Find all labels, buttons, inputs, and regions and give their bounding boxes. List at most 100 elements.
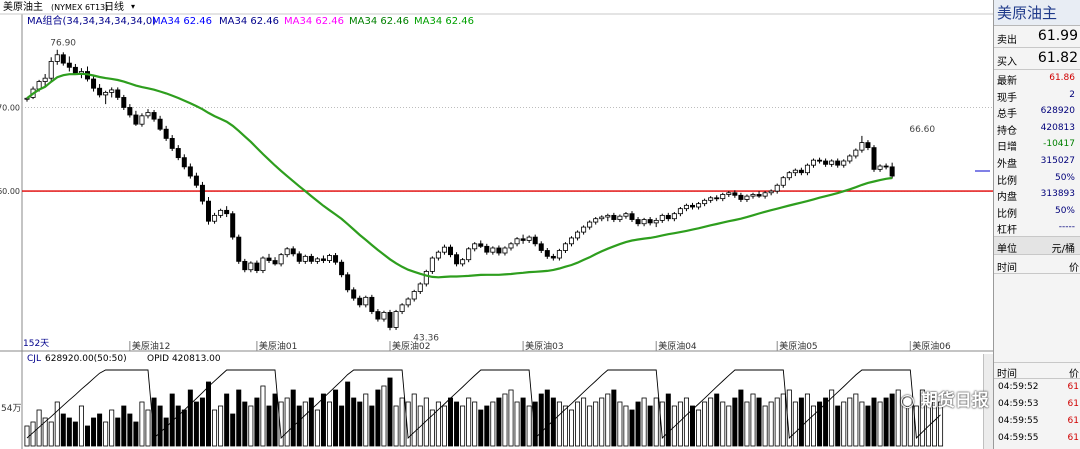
volume-bar [133,421,139,447]
volume-bar [683,397,689,447]
candle [363,295,369,308]
volume-bar [750,393,756,447]
volume-bar [514,401,520,447]
symbol-title: 美原油主 [3,0,43,13]
volume-bar [236,389,242,447]
candle [224,206,230,218]
stat-label: 现手 [997,92,1017,104]
volume-bar [423,397,429,447]
volume-bar [163,417,169,447]
period-selector[interactable]: 日线 [104,0,124,13]
quote-title: 美原油主 [994,0,1080,26]
volume-bars[interactable] [24,377,944,447]
candle [774,183,780,194]
volume-bar [484,405,490,447]
volume-bar [665,393,671,447]
ticks-header-2: 时间 价 [994,362,1080,380]
sell-label: 卖出 [997,35,1017,46]
candle [290,246,296,257]
candle [538,241,544,254]
volume-bar [889,393,895,447]
stat-label: 比例 [997,175,1017,187]
candle [296,251,302,264]
buy-label: 买入 [997,57,1017,68]
candle [163,125,169,141]
volume-bar [139,401,145,447]
volume-bar [490,401,496,447]
volume-bar [611,389,617,447]
volume-bar [224,393,230,447]
candle [375,309,381,322]
candle [333,253,339,265]
stat-label: 比例 [997,208,1017,220]
volume-scrollbar[interactable] [983,354,993,449]
candle [417,282,423,294]
volume-bar [326,401,332,447]
volume-bar [54,401,60,447]
volume-bar [726,405,732,447]
candle [847,154,853,164]
candle [823,158,829,167]
candle [405,297,411,308]
volume-bar [199,397,205,447]
volume-bar [272,393,278,447]
volume-bar [42,417,48,447]
ma-label-5: MA34 62.46 [414,16,474,27]
volume-bar [103,421,109,447]
candle [798,167,804,176]
stat-value: 315027 [1040,156,1075,166]
volume-bar [593,401,599,447]
candle [817,157,823,164]
volume-bar [290,389,296,447]
volume-bar [605,393,611,447]
volume-bar [653,397,659,447]
ma-group-label[interactable]: MA组合(34,34,34,34,34,0) [27,14,156,27]
candle [121,94,127,110]
volume-bar [677,401,683,447]
volume-bar [780,393,786,447]
stat-label: 总手 [997,109,1017,121]
candle [665,212,671,222]
candle [435,250,441,261]
candle [260,256,266,274]
volume-bar [308,397,314,447]
candlestick-chart[interactable]: 70.00 60.00 美原油12 美原油01 美原油02 美原油03 美原油04 美原油0… [0,0,993,449]
candle [556,248,562,261]
volume-bar [865,405,871,447]
volume-indicator-label[interactable]: CJL [27,354,41,364]
volume-bar [157,405,163,447]
month-label: 美原油04 [658,340,697,352]
candle [750,192,756,199]
volume-bar [617,401,623,447]
volume-bar [762,405,768,447]
candle [103,90,109,105]
chevron-down-icon[interactable]: ▾ [131,2,135,11]
candle [756,191,762,198]
candle [97,84,103,98]
candle [853,148,859,159]
stat-label: 内盘 [997,192,1017,204]
candle [175,145,181,161]
volume-bar [278,401,284,447]
price-annotation: 66.60 [909,125,935,135]
volume-bar [925,393,931,447]
price-axis: 70.00 60.00 [0,103,20,196]
volume-bar [248,405,254,447]
unit-label: 单位 [997,244,1017,255]
candle [599,215,605,222]
candle [218,208,224,218]
stat-row: 现手 2 [994,87,1080,104]
volume-bar [260,385,266,447]
candle [127,104,133,118]
volume-bar [659,401,665,447]
volume-bar [702,401,708,447]
volume-bar [429,409,435,447]
ma34-line [26,72,893,279]
volume-bar [913,405,919,447]
volume-bar [405,401,411,447]
volume-bar [97,413,103,447]
candle [205,196,211,225]
candle [466,247,472,263]
candles[interactable] [24,49,895,331]
stat-row: 杠杆 ----- [994,219,1080,236]
